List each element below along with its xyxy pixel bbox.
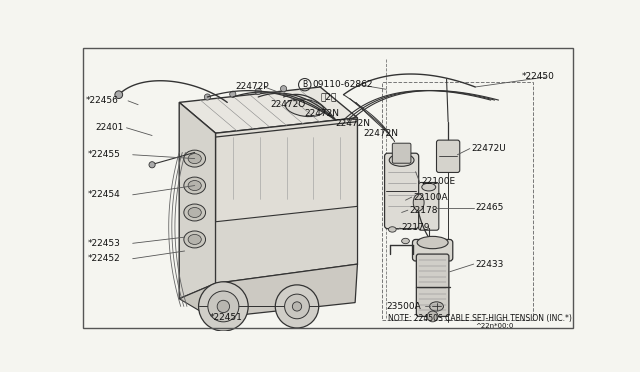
Polygon shape — [216, 206, 358, 283]
Ellipse shape — [388, 227, 396, 232]
FancyBboxPatch shape — [412, 240, 452, 261]
Text: 22472N: 22472N — [363, 129, 398, 138]
Ellipse shape — [188, 180, 202, 190]
Text: 22472N: 22472N — [336, 119, 371, 128]
Text: 22472N: 22472N — [305, 109, 340, 118]
Text: NOTE: 22450S CABLE SET-HIGH TENSION (INC.*): NOTE: 22450S CABLE SET-HIGH TENSION (INC… — [388, 314, 572, 323]
Bar — [382, 81, 533, 320]
Ellipse shape — [285, 99, 324, 116]
Circle shape — [280, 86, 287, 92]
Ellipse shape — [184, 177, 205, 194]
Polygon shape — [179, 87, 358, 133]
Circle shape — [217, 300, 230, 312]
Text: 22472P: 22472P — [235, 83, 269, 92]
Ellipse shape — [188, 208, 202, 218]
Polygon shape — [212, 264, 358, 318]
Ellipse shape — [417, 236, 448, 249]
Text: 22100E: 22100E — [421, 177, 455, 186]
Text: 22179: 22179 — [402, 224, 430, 232]
Ellipse shape — [184, 204, 205, 221]
Text: 22100A: 22100A — [413, 193, 448, 202]
Text: 22178: 22178 — [410, 206, 438, 215]
Text: 22472U: 22472U — [472, 144, 506, 153]
FancyBboxPatch shape — [436, 140, 460, 173]
Circle shape — [285, 294, 309, 319]
Text: *22453: *22453 — [88, 239, 120, 248]
FancyBboxPatch shape — [417, 254, 449, 317]
FancyBboxPatch shape — [392, 143, 411, 163]
Polygon shape — [216, 118, 358, 283]
Text: 22433: 22433 — [476, 260, 504, 269]
Ellipse shape — [389, 154, 414, 166]
Ellipse shape — [402, 238, 410, 244]
Text: *22451: *22451 — [210, 314, 243, 323]
Text: 22465: 22465 — [476, 203, 504, 212]
Text: *22455: *22455 — [88, 150, 120, 159]
Circle shape — [428, 311, 438, 322]
Circle shape — [115, 91, 123, 99]
Ellipse shape — [429, 302, 444, 311]
Text: 22401: 22401 — [95, 123, 124, 132]
Text: *22454: *22454 — [88, 190, 120, 199]
Text: *22452: *22452 — [88, 254, 120, 263]
FancyBboxPatch shape — [419, 183, 439, 230]
Ellipse shape — [413, 194, 424, 211]
Text: B: B — [302, 80, 307, 89]
Circle shape — [292, 302, 301, 311]
Text: 22472O: 22472O — [270, 100, 305, 109]
Text: 23500A: 23500A — [386, 302, 421, 311]
Polygon shape — [179, 102, 216, 299]
Polygon shape — [179, 283, 216, 318]
Circle shape — [204, 94, 211, 100]
Text: *22456: *22456 — [86, 96, 119, 105]
Ellipse shape — [188, 234, 202, 244]
Ellipse shape — [184, 150, 205, 167]
Circle shape — [208, 291, 239, 322]
Ellipse shape — [188, 154, 202, 164]
Circle shape — [275, 285, 319, 328]
Circle shape — [149, 162, 155, 168]
Ellipse shape — [184, 231, 205, 248]
Text: ^22n*00:0: ^22n*00:0 — [476, 323, 514, 329]
FancyBboxPatch shape — [385, 153, 419, 229]
Text: （2）: （2） — [320, 93, 337, 102]
Text: 09110-62862: 09110-62862 — [312, 80, 373, 89]
Text: *22450: *22450 — [522, 73, 555, 81]
Circle shape — [230, 91, 236, 97]
Ellipse shape — [422, 183, 436, 191]
Circle shape — [198, 282, 248, 331]
Circle shape — [255, 89, 261, 94]
